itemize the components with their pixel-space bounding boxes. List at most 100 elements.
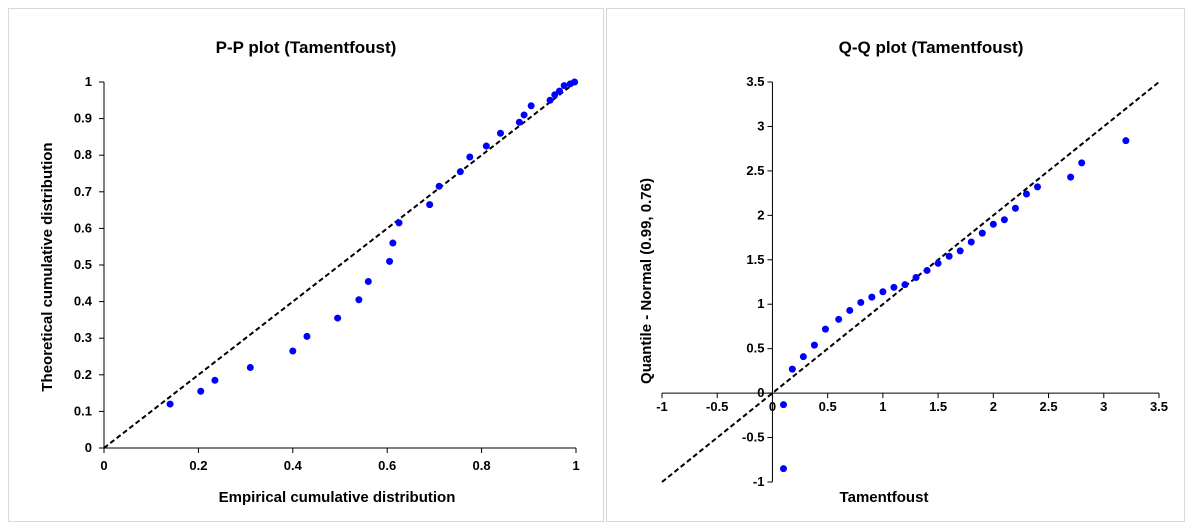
qq-plot-data-point xyxy=(1011,204,1019,212)
pp-plot-y-tick-label: 1 xyxy=(85,74,92,89)
qq-plot-x-tick-label: 2.5 xyxy=(1040,399,1058,414)
pp-plot-diagonal-line xyxy=(103,81,577,449)
pp-plot-ticks: 0 0.2 0.4 0.6 0.8 1 0 0.1 0.2 0.3 0.4 0.5 0.6 0.7 0.8 0… xyxy=(74,74,580,473)
pp-plot-y-tick-label: 0.5 xyxy=(74,257,92,272)
qq-plot-data-point xyxy=(788,365,796,373)
pp-plot-data-point xyxy=(466,153,474,161)
pp-plot-y-tick-label: 0.4 xyxy=(74,294,93,309)
qq-plot-data-point xyxy=(857,298,865,306)
pp-plot-data-point xyxy=(555,87,563,95)
pp-plot-data-point xyxy=(355,296,363,304)
qq-plot-data-point xyxy=(956,247,964,255)
pp-plot-data-point xyxy=(389,239,397,247)
pp-plot-data-point xyxy=(571,78,579,86)
pp-plot-data-point xyxy=(496,129,504,137)
pp-plot-xlabel: Empirical cumulative distribution xyxy=(219,489,456,506)
pp-plot-data-point xyxy=(386,257,394,265)
pp-plot-data-point xyxy=(482,142,490,150)
pp-plot-title: P-P plot (Tamentfoust) xyxy=(216,38,397,57)
qq-plot-data-point xyxy=(779,465,787,473)
pp-plot-data-point xyxy=(334,314,342,322)
qq-plot-data-point xyxy=(868,293,876,301)
qq-plot-data-point xyxy=(890,283,898,291)
qq-plot-axes xyxy=(662,82,1159,482)
qq-plot-reference-line xyxy=(661,81,1160,483)
qq-plot-data-point xyxy=(945,252,953,260)
qq-plot-points xyxy=(779,137,1130,473)
qq-plot-x-tick-label: 0.5 xyxy=(819,399,837,414)
pp-plot-y-tick-label: 0.7 xyxy=(74,184,92,199)
pp-plot-y-tick-label: 0.8 xyxy=(74,147,92,162)
pp-plot-axes xyxy=(103,82,576,449)
pp-plot-points xyxy=(166,78,579,408)
qq-plot-data-point xyxy=(846,306,854,314)
qq-plot-data-point xyxy=(1078,159,1086,167)
pp-plot-data-point xyxy=(426,201,434,209)
pp-plot-panel: P-P plot (Tamentfoust) Empirical cumulat… xyxy=(8,8,604,522)
qq-plot-x-tick-label: 2 xyxy=(990,399,997,414)
qq-plot-data-point xyxy=(835,315,843,323)
qq-plot-y-tick-label: 1.5 xyxy=(746,252,764,267)
pp-plot-x-tick-label: 0.6 xyxy=(378,458,396,473)
pp-plot-data-point xyxy=(527,102,535,110)
qq-plot-x-tick-label: -1 xyxy=(656,399,668,414)
qq-plot-y-tick-label: 3.5 xyxy=(746,74,764,89)
qq-plot-data-point xyxy=(799,353,807,361)
qq-plot-panel: Q-Q plot (Tamentfoust) Tamentfoust Quant… xyxy=(606,8,1185,522)
qq-plot-y-tick-label: 0.5 xyxy=(746,341,764,356)
qq-plot-y-tick-label: 2 xyxy=(757,207,764,222)
qq-plot-data-point xyxy=(967,238,975,246)
qq-plot-data-point xyxy=(978,229,986,237)
qq-plot-x-tick-label: -0.5 xyxy=(706,399,728,414)
qq-plot-data-point xyxy=(934,259,942,267)
pp-plot-data-point xyxy=(303,332,311,340)
pp-plot-data-point xyxy=(289,347,297,355)
pp-plot-y-tick-label: 0.3 xyxy=(74,330,92,345)
pp-plot-y-tick-label: 0.1 xyxy=(74,403,92,418)
qq-plot-y-tick-label: 3 xyxy=(757,118,764,133)
qq-plot-y-tick-label: -0.5 xyxy=(742,430,764,445)
pp-plot-x-tick-label: 0 xyxy=(100,458,107,473)
qq-plot-data-point xyxy=(1122,137,1130,145)
qq-plot-data-point xyxy=(879,288,887,296)
qq-plot-xlabel: Tamentfoust xyxy=(840,489,929,506)
pp-plot-data-point xyxy=(166,400,174,408)
qq-plot-data-point xyxy=(1000,216,1008,224)
pp-plot-data-point xyxy=(560,82,568,90)
pp-plot-data-point xyxy=(551,91,559,99)
pp-plot-data-point xyxy=(211,376,219,384)
pp-plot-x-tick-label: 0.8 xyxy=(473,458,491,473)
qq-plot-data-point xyxy=(1067,173,1075,181)
pp-plot-data-point xyxy=(546,96,554,104)
qq-plot-x-tick-label: 3.5 xyxy=(1150,399,1168,414)
pp-plot-reference-line xyxy=(103,81,577,449)
qq-plot-data-point xyxy=(779,401,787,409)
qq-plot-y-tick-label: 1 xyxy=(757,296,764,311)
qq-plot-data-point xyxy=(1034,183,1042,191)
qq-plot-x-tick-label: 1.5 xyxy=(929,399,947,414)
pp-plot-x-tick-label: 0.4 xyxy=(284,458,303,473)
qq-plot-x-tick-label: 3 xyxy=(1100,399,1107,414)
qq-plot-title: Q-Q plot (Tamentfoust) xyxy=(839,38,1024,57)
qq-plot-y-tick-label: -1 xyxy=(753,474,765,489)
qq-plot-chart: Q-Q plot (Tamentfoust) Tamentfoust Quant… xyxy=(638,38,1168,506)
pp-plot-data-point xyxy=(456,168,464,176)
pp-plot-chart: P-P plot (Tamentfoust) Empirical cumulat… xyxy=(39,38,580,506)
pp-plot-data-point xyxy=(197,387,205,395)
pp-plot-data-point xyxy=(435,182,443,190)
qq-plot-data-point xyxy=(810,341,818,349)
pp-plot-ylabel: Theoretical cumulative distribution xyxy=(39,142,56,391)
pp-plot-data-point xyxy=(395,219,403,227)
qq-plot-diagonal-line xyxy=(661,81,1160,483)
pp-plot-y-tick-label: 0.6 xyxy=(74,220,92,235)
pp-plot-y-tick-label: 0.2 xyxy=(74,367,92,382)
qq-plot-y-tick-label: 2.5 xyxy=(746,163,764,178)
pp-plot-data-point xyxy=(364,277,372,285)
pp-plot-data-point xyxy=(515,118,523,126)
qq-plot-ylabel: Quantile - Normal (0.99, 0.76) xyxy=(638,178,655,384)
qq-plot-data-point xyxy=(821,325,829,333)
qq-plot-data-point xyxy=(989,220,997,228)
pp-plot-y-tick-label: 0 xyxy=(85,440,92,455)
qq-plot-data-point xyxy=(901,281,909,289)
qq-plot-data-point xyxy=(912,274,920,282)
